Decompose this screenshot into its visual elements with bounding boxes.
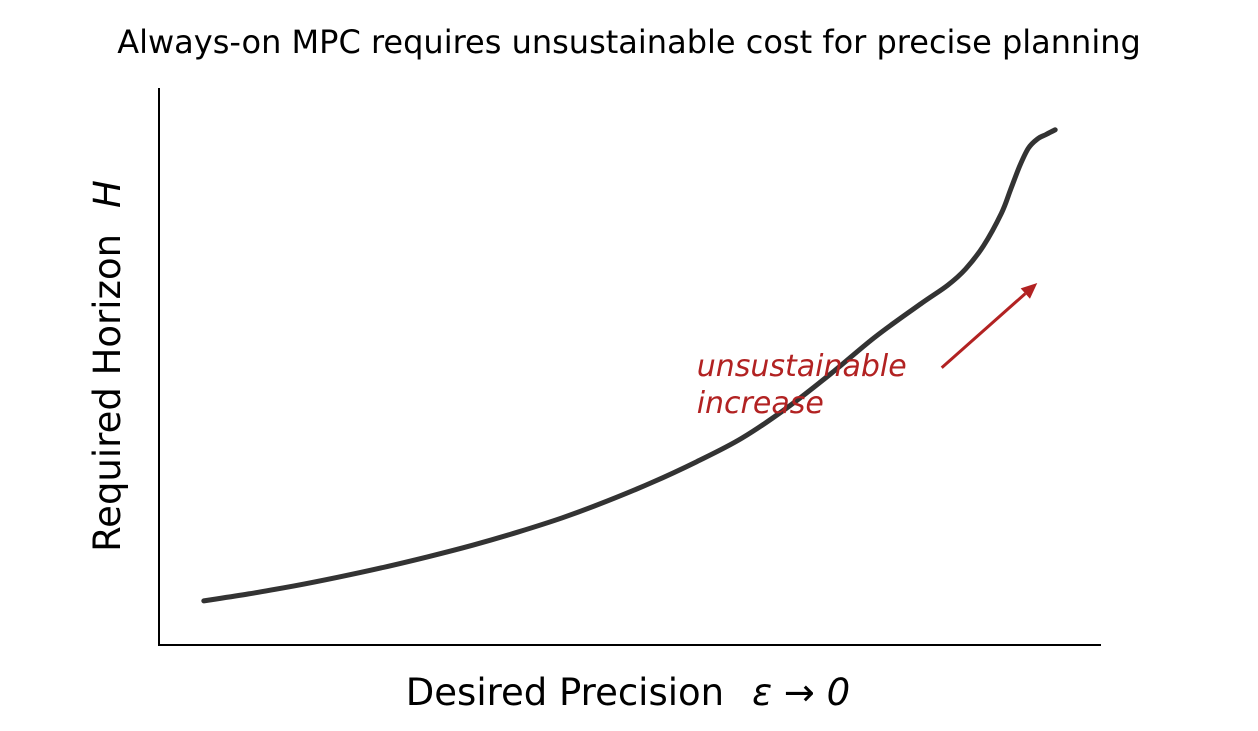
y-axis-label: Required Horizon H [86, 180, 129, 552]
chart-title: Always-on MPC requires unsustainable cos… [117, 23, 1141, 61]
x-axis-label: Desired Precision ε → 0 [406, 671, 850, 714]
annotation-arrow-head [1020, 282, 1038, 299]
annotation-line-1: increase [697, 386, 824, 421]
annotation-text: unsustainable increase [697, 349, 907, 421]
annotation-arrow-shaft [940, 292, 1027, 369]
x-axis-label-math: ε → 0 [752, 671, 850, 714]
annotation-line-0: unsustainable [697, 349, 907, 384]
y-axis-label-math: H [86, 180, 129, 208]
axes [158, 88, 1101, 646]
y-axis-label-text: Required Horizon [86, 234, 129, 552]
plot-area: unsustainable increase [201, 127, 1058, 604]
x-axis-label-text: Desired Precision [406, 671, 724, 714]
series-line-0 [201, 127, 1058, 604]
